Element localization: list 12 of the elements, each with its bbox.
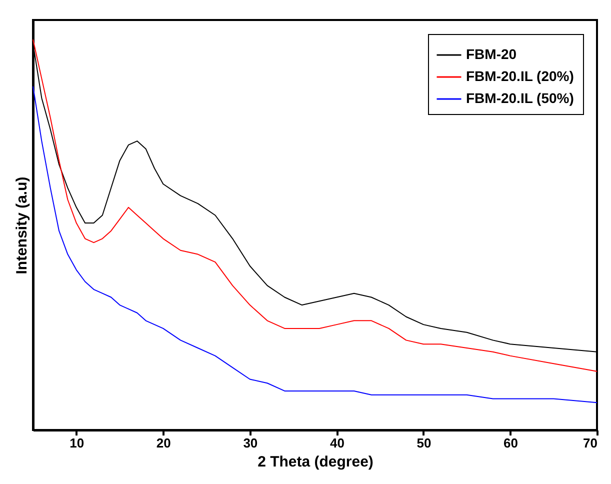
x-tick-label: 70: [583, 436, 598, 450]
y-axis-title: Intensity (a.u): [14, 176, 30, 274]
x-tick-label: 30: [243, 436, 258, 450]
x-tick-label: 50: [416, 436, 432, 450]
x-axis-title: 2 Theta (degree): [258, 454, 374, 470]
x-tick-label: 40: [330, 436, 344, 450]
x-tick-label: 10: [70, 436, 84, 450]
legend-label: FBM-20: [466, 46, 517, 62]
legend-label: FBM-20.IL (20%): [466, 68, 574, 84]
legend-label: FBM-20.IL (50%): [466, 90, 574, 106]
x-tick-label: 60: [503, 436, 518, 450]
x-tick-label: 20: [156, 436, 171, 450]
